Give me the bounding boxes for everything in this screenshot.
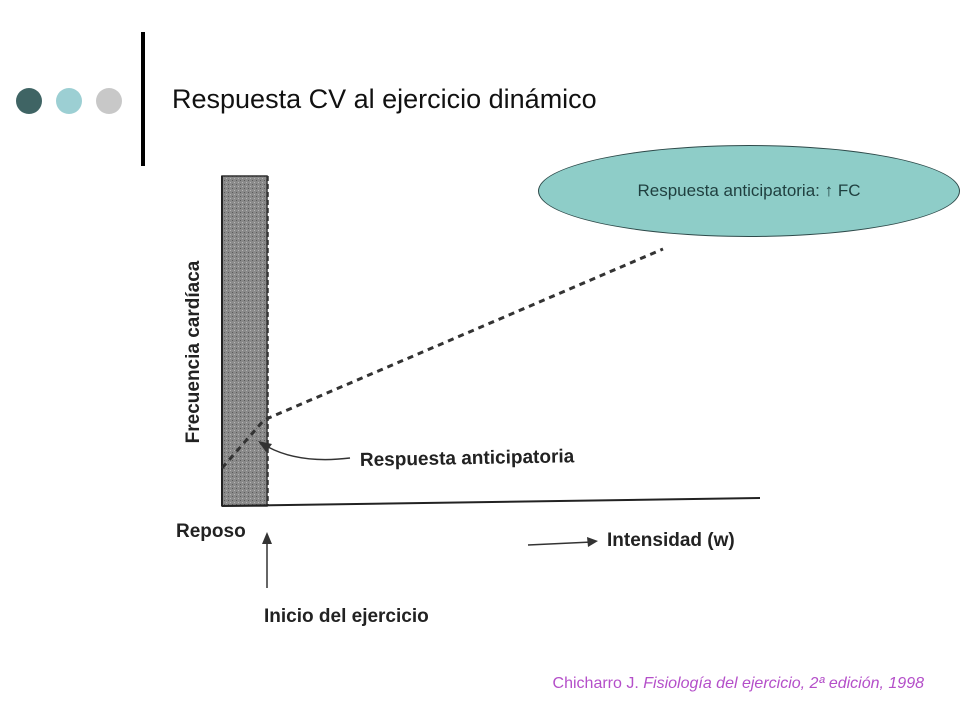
annotation-label: Respuesta anticipatoria bbox=[360, 446, 575, 471]
y-axis-label: Frecuencia cardíaca bbox=[183, 260, 204, 443]
heart-rate-curve bbox=[220, 247, 664, 469]
citation-author: Chicharro J. bbox=[552, 675, 639, 692]
citation-work: Fisiología del ejercicio, 2ª edición, 19… bbox=[643, 675, 924, 692]
start-label: Inicio del ejercicio bbox=[264, 606, 429, 627]
rest-label: Reposo bbox=[176, 521, 246, 542]
annotation-arrow bbox=[267, 446, 351, 461]
bullet-dot-teal bbox=[56, 88, 82, 114]
bullet-dot-dark bbox=[16, 88, 42, 114]
annotation-arrowhead bbox=[258, 441, 272, 452]
callout-text: Respuesta anticipatoria: ↑ FC bbox=[637, 181, 861, 200]
title-divider bbox=[141, 32, 145, 166]
intensity-arrow bbox=[527, 541, 593, 546]
bullet-dot-gray bbox=[96, 88, 122, 114]
citation: Chicharro J. Fisiología del ejercicio, 2… bbox=[553, 675, 924, 693]
slide-title: Respuesta CV al ejercicio dinámico bbox=[172, 84, 597, 114]
x-axis bbox=[221, 497, 761, 507]
x-axis-label: Intensidad (w) bbox=[607, 530, 735, 551]
rest-period-band bbox=[221, 175, 268, 507]
callout-bubble: Respuesta anticipatoria: ↑ FC bbox=[538, 145, 960, 237]
intensity-arrowhead bbox=[587, 537, 598, 547]
start-arrowhead bbox=[262, 532, 272, 544]
